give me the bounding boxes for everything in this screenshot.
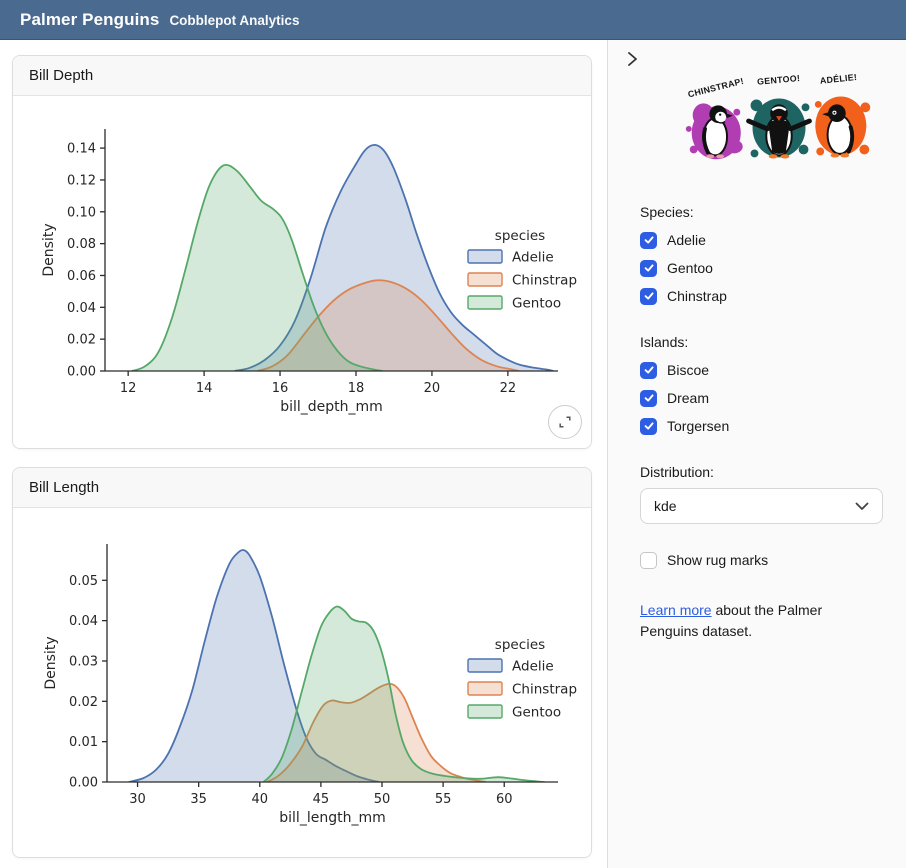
sidebar: CHINSTRAP! GENTOO! ADÉLIE! Species: Adel… — [607, 40, 906, 868]
svg-text:bill_length_mm: bill_length_mm — [279, 810, 385, 826]
svg-text:Adelie: Adelie — [512, 659, 554, 675]
expand-button[interactable] — [548, 405, 582, 439]
svg-text:Adelie: Adelie — [512, 250, 554, 266]
biscoe-checkbox-label[interactable]: Biscoe — [667, 362, 710, 378]
islands-checkbox-group: Biscoe Dream Torgersen — [633, 356, 882, 440]
svg-text:0.04: 0.04 — [67, 301, 96, 316]
svg-text:Gentoo: Gentoo — [512, 296, 561, 312]
svg-text:0.05: 0.05 — [69, 574, 98, 589]
app-subtitle: Cobblepot Analytics — [169, 13, 300, 28]
svg-text:0.10: 0.10 — [67, 205, 96, 220]
svg-text:Density: Density — [43, 636, 59, 689]
artwork-label-chinstrap: CHINSTRAP! — [687, 76, 745, 100]
svg-text:12: 12 — [120, 381, 137, 396]
svg-text:45: 45 — [313, 792, 330, 807]
svg-text:16: 16 — [272, 381, 289, 396]
svg-text:0.08: 0.08 — [67, 237, 96, 252]
checkbox-row-chinstrap[interactable]: Chinstrap — [640, 282, 882, 310]
bill-depth-card-title: Bill Depth — [29, 67, 94, 84]
artwork-label-gentoo: GENTOO! — [757, 73, 801, 87]
svg-text:Chinstrap: Chinstrap — [512, 682, 577, 698]
svg-text:18: 18 — [348, 381, 365, 396]
checkbox-row-biscoe[interactable]: Biscoe — [640, 356, 882, 384]
penguin-artwork: CHINSTRAP! GENTOO! ADÉLIE! — [677, 71, 883, 180]
artwork-label-adelie: ADÉLIE! — [819, 72, 857, 86]
svg-text:0.02: 0.02 — [67, 333, 96, 348]
chinstrap-checkbox-label[interactable]: Chinstrap — [667, 288, 727, 304]
svg-text:0.12: 0.12 — [67, 173, 96, 188]
svg-text:14: 14 — [196, 381, 213, 396]
adelie-checkbox[interactable] — [640, 231, 657, 249]
svg-text:0.00: 0.00 — [69, 776, 98, 791]
main-column: Bill Depth 0.00 0.02 0.04 0.06 0.08 0.10 0.12 0… — [0, 40, 607, 868]
checkbox-row-torgersen[interactable]: Torgersen — [640, 412, 882, 440]
svg-text:0.02: 0.02 — [69, 695, 98, 710]
checkbox-row-gentoo[interactable]: Gentoo — [640, 254, 882, 282]
svg-text:Chinstrap: Chinstrap — [512, 273, 577, 289]
svg-text:0.06: 0.06 — [67, 269, 96, 284]
svg-text:60: 60 — [496, 792, 513, 807]
bill-depth-chart: 0.00 0.02 0.04 0.06 0.08 0.10 0.12 0.14 12 14 16 18… — [13, 96, 591, 448]
checkbox-row-dream[interactable]: Dream — [640, 384, 882, 412]
learn-more-rest: about the Palmer Penguins dataset. — [640, 602, 823, 639]
biscoe-checkbox[interactable] — [640, 361, 657, 379]
bill-length-card-title: Bill Length — [29, 479, 100, 496]
svg-text:30: 30 — [129, 792, 146, 807]
svg-text:0.01: 0.01 — [69, 735, 98, 750]
svg-text:0.04: 0.04 — [69, 614, 98, 629]
species-section-label: Species: — [640, 204, 694, 220]
distribution-select-value: kde — [654, 498, 677, 514]
app-title: Palmer Penguins — [20, 9, 160, 29]
islands-section-label: Islands: — [640, 334, 689, 350]
svg-text:species: species — [495, 637, 545, 653]
svg-text:35: 35 — [190, 792, 207, 807]
chinstrap-checkbox[interactable] — [640, 287, 657, 305]
bill-depth-card-header: Bill Depth — [13, 56, 591, 96]
gentoo-checkbox[interactable] — [640, 259, 657, 277]
dream-checkbox[interactable] — [640, 389, 657, 407]
dream-checkbox-label[interactable]: Dream — [667, 390, 710, 406]
torgersen-checkbox-label[interactable]: Torgersen — [667, 418, 730, 434]
species-checkbox-group: Adelie Gentoo Chinstrap — [633, 226, 882, 310]
learn-more-link[interactable]: Learn more — [640, 602, 712, 618]
checkbox-row-adelie[interactable]: Adelie — [640, 226, 882, 254]
rug-marks-checkbox[interactable] — [640, 551, 657, 569]
expand-icon — [557, 414, 573, 430]
svg-text:0.03: 0.03 — [69, 654, 98, 669]
chevron-down-icon — [855, 498, 869, 514]
svg-text:Gentoo: Gentoo — [512, 705, 561, 721]
svg-text:55: 55 — [435, 792, 452, 807]
bill-depth-card: Bill Depth 0.00 0.02 0.04 0.06 0.08 0.10 0.12 0… — [12, 55, 592, 449]
bill-length-chart: 0.00 0.01 0.02 0.03 0.04 0.05 30 35 40 45 50 55 60 bi… — [13, 508, 591, 857]
svg-text:40: 40 — [252, 792, 269, 807]
distribution-select[interactable]: kde — [640, 488, 883, 524]
bill-length-card: Bill Length 0.00 0.01 0.02 0.03 0.04 0.05 30 35… — [12, 467, 592, 858]
app-header: Palmer Penguins Cobblepot Analytics — [0, 0, 906, 40]
gentoo-checkbox-label[interactable]: Gentoo — [667, 260, 713, 276]
chevron-right-icon — [624, 50, 640, 73]
svg-text:50: 50 — [374, 792, 391, 807]
rug-marks-row[interactable]: Show rug marks — [640, 546, 882, 574]
svg-text:0.00: 0.00 — [67, 365, 96, 380]
svg-text:0.14: 0.14 — [67, 142, 96, 157]
adelie-checkbox-label[interactable]: Adelie — [667, 232, 706, 248]
content-area: Bill Depth 0.00 0.02 0.04 0.06 0.08 0.10 0.12 0… — [0, 40, 906, 868]
rug-marks-label[interactable]: Show rug marks — [667, 552, 769, 568]
torgersen-checkbox[interactable] — [640, 417, 657, 435]
distribution-label: Distribution: — [640, 464, 714, 480]
svg-text:20: 20 — [424, 381, 441, 396]
svg-text:22: 22 — [500, 381, 517, 396]
learn-more-text: Learn more about the Palmer Penguins dat… — [640, 600, 878, 642]
sidebar-collapse-toggle[interactable] — [621, 50, 643, 72]
svg-text:Density: Density — [41, 223, 57, 276]
svg-text:bill_depth_mm: bill_depth_mm — [280, 399, 383, 415]
svg-text:species: species — [495, 228, 545, 244]
bill-length-card-header: Bill Length — [13, 468, 591, 508]
